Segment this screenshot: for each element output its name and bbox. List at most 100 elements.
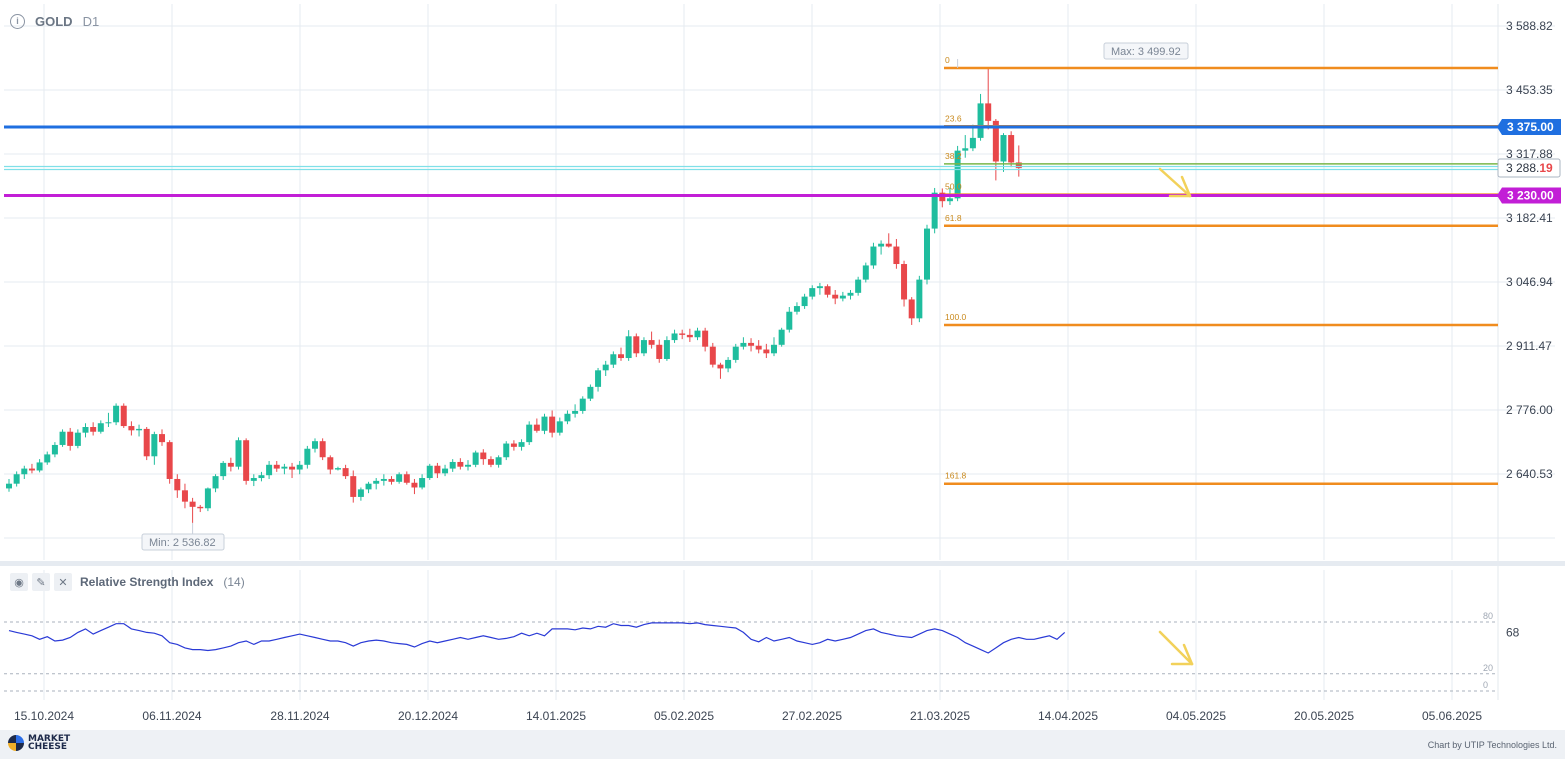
candle-body xyxy=(510,443,517,447)
y-axis-labels: 3 588.82 3 453.35 3 317.88 3 182.41 3 046.94… xyxy=(1506,19,1553,481)
fib-level-label: 23.6 xyxy=(945,113,962,123)
min-label: Min: 2 536.82 xyxy=(141,522,225,551)
y-tick-label: 2 911.47 xyxy=(1506,339,1552,353)
price-level-tag-bg xyxy=(1497,187,1561,204)
x-tick-label: 14.04.2025 xyxy=(1038,709,1098,723)
candle-body xyxy=(816,286,823,289)
candle-body xyxy=(480,452,487,460)
close-icon[interactable]: ✕ xyxy=(54,573,72,591)
candle-body xyxy=(985,103,992,121)
current-price-tag: 3 288.19 xyxy=(1497,158,1561,178)
arrow-head xyxy=(1180,175,1192,198)
candle-body xyxy=(977,103,984,138)
rsi-line xyxy=(8,622,1066,654)
arrow-shaft xyxy=(1158,167,1192,198)
candle-body xyxy=(839,295,846,299)
rsi-level-label: 80 xyxy=(1483,611,1493,621)
candle-body xyxy=(549,416,556,433)
candle-body xyxy=(1008,135,1015,163)
candle-body xyxy=(518,442,525,447)
candle-body xyxy=(824,286,831,295)
candle-body xyxy=(342,468,349,477)
footer-bar xyxy=(0,730,1565,759)
grid-lines xyxy=(4,4,1555,700)
candle-body xyxy=(702,330,709,347)
candle-body xyxy=(924,228,930,280)
x-tick-label: 14.01.2025 xyxy=(526,709,586,723)
candle-body xyxy=(495,457,502,465)
candle-body xyxy=(380,478,387,481)
candle-body xyxy=(855,279,862,293)
candle-body xyxy=(204,488,211,509)
candle-body xyxy=(579,398,586,411)
candle-body xyxy=(671,333,678,341)
candle-body xyxy=(312,441,318,449)
candle-body xyxy=(893,246,900,265)
min-label-bg xyxy=(141,533,225,551)
candle-body xyxy=(503,443,510,458)
info-icon[interactable]: i xyxy=(10,14,25,29)
max-label-text: Max: 3 499.92 xyxy=(1111,46,1181,58)
candle-body xyxy=(878,243,885,247)
market-cheese-logo: MARKET CHEESE xyxy=(8,735,70,752)
candle-body xyxy=(1015,162,1022,169)
candle-body xyxy=(679,333,686,335)
candle-body xyxy=(143,428,150,457)
candle-body xyxy=(273,464,280,469)
candle-body xyxy=(526,424,533,443)
fib-level-label: 161.8 xyxy=(945,471,967,481)
timeframe: D1 xyxy=(82,14,100,29)
candle-body xyxy=(487,459,494,465)
candle-body xyxy=(266,464,273,476)
indicator-name: Relative Strength Index xyxy=(80,575,214,589)
arrow-down-right-icon xyxy=(1158,167,1192,198)
candle-body xyxy=(159,434,165,443)
eye-icon[interactable]: ◉ xyxy=(10,573,28,591)
candle-body xyxy=(449,461,456,469)
candle-body xyxy=(656,344,663,359)
fib-level-label: 0 xyxy=(945,55,950,65)
candle-body xyxy=(862,265,869,280)
candle-body xyxy=(334,468,341,470)
candle-body xyxy=(465,464,471,467)
rsi-level-label: 20 xyxy=(1483,663,1493,673)
candle-body xyxy=(1000,135,1007,162)
y-tick-label: 3 317.88 xyxy=(1506,147,1553,161)
candle-body xyxy=(113,405,120,423)
candle-body xyxy=(419,478,426,488)
candle-body xyxy=(640,340,647,354)
candle-body xyxy=(533,424,540,431)
candle-body xyxy=(250,478,257,481)
max-label-bg xyxy=(1103,42,1189,60)
candle-body xyxy=(717,364,724,369)
candle-body xyxy=(556,421,563,433)
candle-body xyxy=(59,431,66,445)
x-tick-label: 28.11.2024 xyxy=(270,709,329,723)
candle-body xyxy=(51,444,58,455)
candle-body xyxy=(457,461,464,467)
candle-body xyxy=(962,148,969,151)
candle-body xyxy=(21,468,28,475)
x-tick-label: 15.10.2024 xyxy=(14,709,74,723)
candle-body xyxy=(281,466,288,469)
x-tick-label: 20.05.2025 xyxy=(1294,709,1354,723)
x-axis-labels: 15.10.2024 06.11.2024 28.11.2024 20.12.2024… xyxy=(14,709,1482,723)
candle-body xyxy=(151,434,158,457)
candle-body xyxy=(181,490,188,502)
x-tick-label: 05.06.2025 xyxy=(1422,709,1482,723)
price-level-tag-text: 3 375.00 xyxy=(1507,120,1554,134)
x-tick-label: 21.03.2025 xyxy=(910,709,970,723)
y-tick-label: 2 776.00 xyxy=(1506,403,1553,417)
candle-body xyxy=(801,296,808,307)
candle-body xyxy=(572,410,579,414)
wrench-icon[interactable]: ✎ xyxy=(32,573,50,591)
min-label-text: Min: 2 536.82 xyxy=(149,537,216,549)
rsi-current-label: 68 xyxy=(1506,625,1520,639)
x-tick-label: 05.02.2025 xyxy=(654,709,714,723)
candle-body xyxy=(709,346,716,365)
fibonacci-retracement: 0 23.6 38.2 50.0 61.8 100.0 161.8 xyxy=(944,55,1498,485)
candle-body xyxy=(97,423,104,432)
candle-body xyxy=(541,416,548,431)
candle-body xyxy=(472,452,479,465)
